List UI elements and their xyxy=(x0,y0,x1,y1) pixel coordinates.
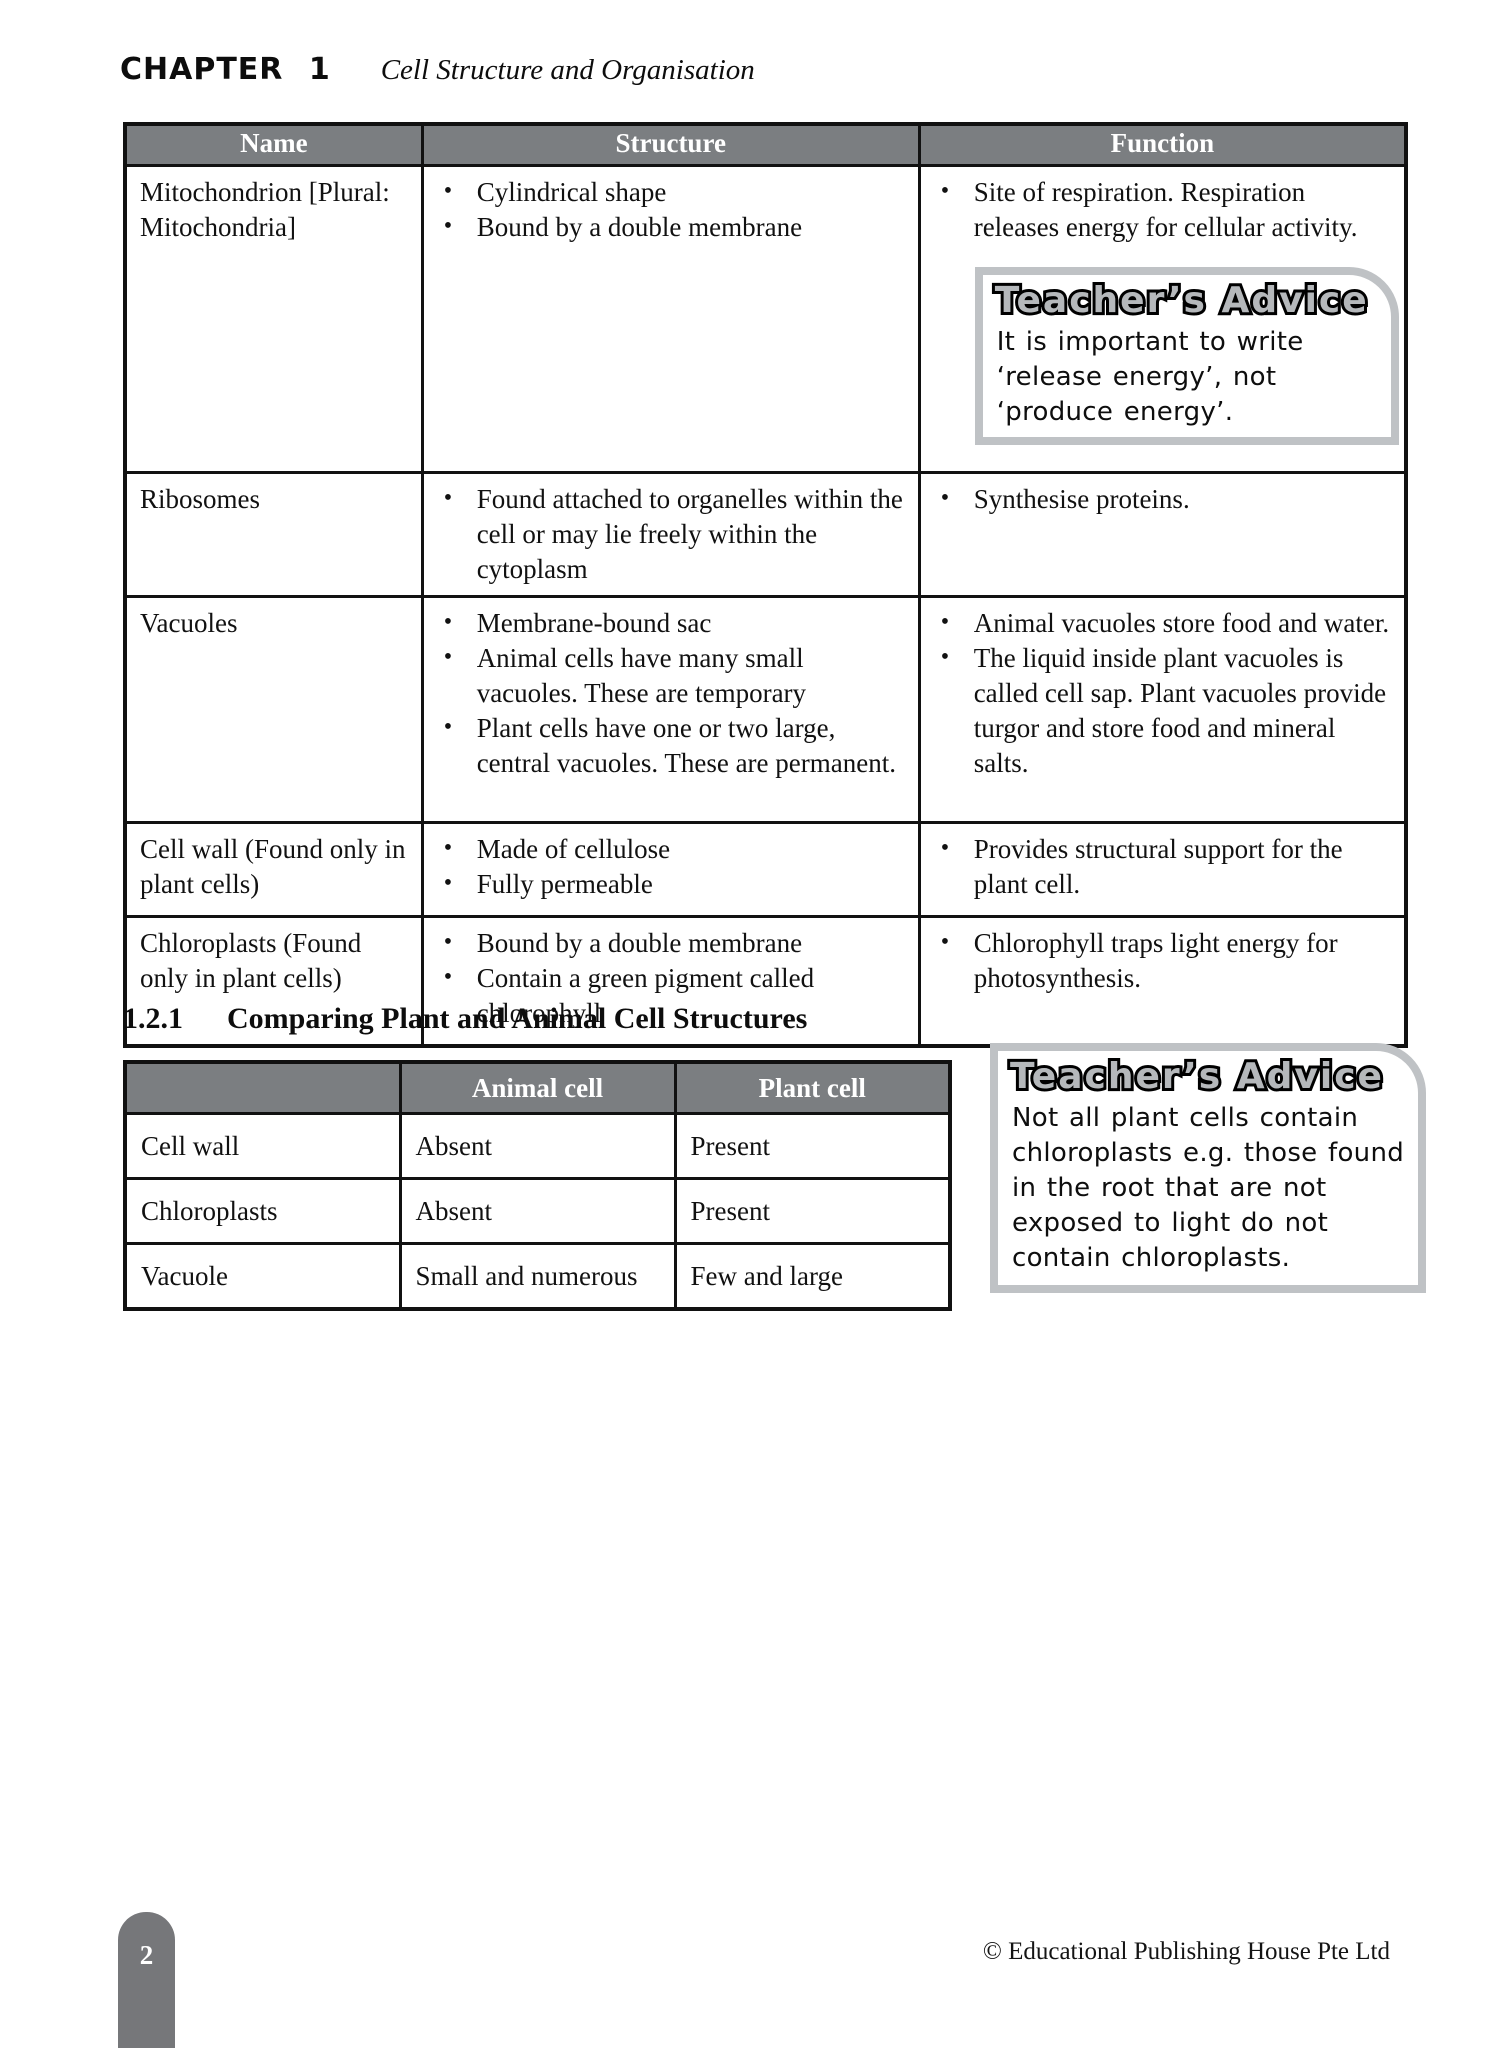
plant-cell-value: Few and large xyxy=(673,1242,952,1311)
organelle-name-cell: Vacuoles xyxy=(123,595,424,824)
table-row-chloroplasts-compare: Chloroplasts Absent Present xyxy=(123,1177,952,1245)
organelle-name-cell: Cell wall (Found only in plant cells) xyxy=(123,821,424,918)
bullet-item: Membrane-bound sac xyxy=(440,605,908,641)
organelle-function-cell: Animal vacuoles store food and water. Th… xyxy=(917,595,1408,824)
table-row-vacuoles: Vacuoles Membrane-bound sac Animal cells… xyxy=(123,595,1408,824)
chapter-title: Cell Structure and Organisation xyxy=(380,54,755,86)
teachers-advice-text: It is important to write ‘release energy… xyxy=(996,327,1304,427)
organelle-function-cell: Chlorophyll traps light energy for photo… xyxy=(917,915,1408,1048)
organelle-structure-cell: Found attached to organelles within the … xyxy=(420,471,921,598)
bullet-item: Fully permeable xyxy=(440,866,908,902)
animal-cell-value: Small and numerous xyxy=(398,1242,677,1311)
table-row-cell-wall: Cell wall (Found only in plant cells) Ma… xyxy=(123,821,1408,918)
organelle-function-cell: Site of respiration. Respiration release… xyxy=(917,164,1408,474)
comparison-table-header-row: Animal cell Plant cell xyxy=(123,1060,952,1115)
table-row-ribosomes: Ribosomes Found attached to organelles w… xyxy=(123,471,1408,598)
section-title: Comparing Plant and Animal Cell Structur… xyxy=(227,1002,808,1035)
animal-cell-value: Absent xyxy=(398,1112,677,1180)
plant-cell-value: Present xyxy=(673,1112,952,1180)
column-header-name: Name xyxy=(123,122,424,167)
organelle-function-cell: Synthesise proteins. xyxy=(917,471,1408,598)
bullet-item: The liquid inside plant vacuoles is call… xyxy=(937,640,1394,781)
feature-cell: Vacuole xyxy=(123,1242,402,1311)
animal-cell-value: Absent xyxy=(398,1177,677,1245)
teachers-advice-box: Teacher’s Advice It is important to writ… xyxy=(974,267,1399,445)
bullet-item: Provides structural support for the plan… xyxy=(937,831,1394,902)
organelle-name-cell: Chloroplasts (Found only in plant cells) xyxy=(123,915,424,1048)
organelle-structure-cell: Membrane-bound sac Animal cells have man… xyxy=(420,595,921,824)
feature-cell: Chloroplasts xyxy=(123,1177,402,1245)
bullet-item: Animal vacuoles store food and water. xyxy=(937,605,1394,641)
bullet-item: Synthesise proteins. xyxy=(937,481,1394,517)
plant-cell-value: Present xyxy=(673,1177,952,1245)
page-number-tab: 2 xyxy=(118,1912,175,2048)
comparison-table: Animal cell Plant cell Cell wall Absent … xyxy=(123,1060,952,1311)
teachers-advice-title: Teacher’s Advice xyxy=(992,278,1370,324)
copyright-notice: © Educational Publishing House Pte Ltd xyxy=(982,1938,1390,1965)
organelle-table-header-row: Name Structure Function xyxy=(123,122,1408,167)
table-row-mitochondrion: Mitochondrion [Plural: Mitochondria] Cyl… xyxy=(123,164,1408,474)
organelle-name-cell: Ribosomes xyxy=(123,471,424,598)
bullet-item: Chlorophyll traps light energy for photo… xyxy=(937,925,1394,996)
organelle-structure-cell: Made of cellulose Fully permeable xyxy=(420,821,921,918)
page-number: 2 xyxy=(139,1940,154,1970)
table-row-cell-wall-compare: Cell wall Absent Present xyxy=(123,1112,952,1180)
bullet-item: Made of cellulose xyxy=(440,831,908,867)
teachers-advice-box: Teacher’s Advice Not all plant cells con… xyxy=(990,1043,1426,1293)
chapter-header: CHAPTER 1 Cell Structure and Organisatio… xyxy=(120,52,755,87)
column-header-animal-cell: Animal cell xyxy=(398,1060,677,1115)
organelle-structure-cell: Bound by a double membrane Contain a gre… xyxy=(420,915,921,1048)
bullet-item: Site of respiration. Respiration release… xyxy=(937,174,1394,245)
bullet-item: Found attached to organelles within the … xyxy=(440,481,908,587)
bullet-item: Bound by a double membrane xyxy=(440,925,908,961)
organelle-name-cell: Mitochondrion [Plural: Mitochondria] xyxy=(123,164,424,474)
column-header-function: Function xyxy=(917,122,1408,167)
feature-cell: Cell wall xyxy=(123,1112,402,1180)
organelle-table: Name Structure Function Mitochondrion [P… xyxy=(123,122,1408,1048)
table-row-vacuole-compare: Vacuole Small and numerous Few and large xyxy=(123,1242,952,1311)
column-header-plant-cell: Plant cell xyxy=(673,1060,952,1115)
teachers-advice-title: Teacher’s Advice xyxy=(1007,1054,1385,1100)
bullet-item: Cylindrical shape xyxy=(440,174,908,210)
bullet-item: Contain a green pigment called chlorophy… xyxy=(440,960,908,1031)
chapter-label: CHAPTER 1 xyxy=(120,52,331,87)
organelle-function-cell: Provides structural support for the plan… xyxy=(917,821,1408,918)
bullet-item: Bound by a double membrane xyxy=(440,209,908,245)
bullet-item: Plant cells have one or two large, centr… xyxy=(440,710,908,781)
bullet-item: Animal cells have many small vacuoles. T… xyxy=(440,640,908,711)
teachers-advice-text: Not all plant cells contain chloroplasts… xyxy=(1012,1103,1405,1273)
section-heading: 1.2.1 Comparing Plant and Animal Cell Str… xyxy=(123,1002,807,1036)
section-number: 1.2.1 xyxy=(123,1002,183,1035)
organelle-structure-cell: Cylindrical shape Bound by a double memb… xyxy=(420,164,921,474)
column-header-structure: Structure xyxy=(420,122,921,167)
column-header-blank xyxy=(123,1060,402,1115)
table-row-chloroplasts: Chloroplasts (Found only in plant cells)… xyxy=(123,915,1408,1048)
